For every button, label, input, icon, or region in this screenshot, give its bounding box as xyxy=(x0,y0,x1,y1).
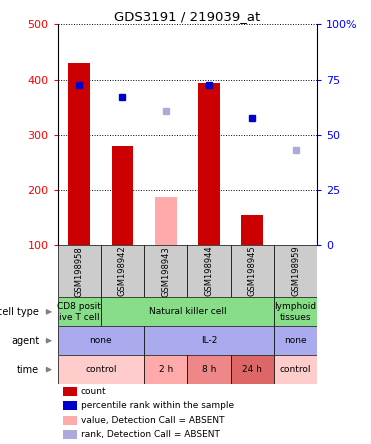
Bar xyxy=(274,297,317,326)
Text: CD8 posit
ive T cell: CD8 posit ive T cell xyxy=(57,302,101,321)
Bar xyxy=(231,355,274,384)
Bar xyxy=(63,416,77,425)
Bar xyxy=(231,245,274,297)
Text: control: control xyxy=(85,365,116,374)
Text: GSM198944: GSM198944 xyxy=(204,246,213,297)
Bar xyxy=(58,245,101,297)
Text: time: time xyxy=(17,365,39,375)
Text: 2 h: 2 h xyxy=(158,365,173,374)
Text: GSM198959: GSM198959 xyxy=(291,246,300,297)
Text: agent: agent xyxy=(11,336,39,346)
Bar xyxy=(63,430,77,439)
Text: none: none xyxy=(89,336,112,345)
Bar xyxy=(198,83,220,245)
Text: 24 h: 24 h xyxy=(242,365,262,374)
Text: percentile rank within the sample: percentile rank within the sample xyxy=(81,401,234,410)
Bar xyxy=(63,401,77,410)
Text: rank, Detection Call = ABSENT: rank, Detection Call = ABSENT xyxy=(81,430,220,439)
Text: Natural killer cell: Natural killer cell xyxy=(148,307,226,316)
Bar xyxy=(58,297,101,326)
Text: GSM198942: GSM198942 xyxy=(118,246,127,297)
Bar xyxy=(274,245,317,297)
Bar xyxy=(63,387,77,396)
Text: 8 h: 8 h xyxy=(202,365,216,374)
Bar xyxy=(144,326,274,355)
Bar xyxy=(144,245,187,297)
Bar xyxy=(101,245,144,297)
Bar xyxy=(58,326,144,355)
Bar xyxy=(187,355,231,384)
Text: lymphoid
tissues: lymphoid tissues xyxy=(275,302,316,321)
Bar xyxy=(144,355,187,384)
Bar xyxy=(155,197,177,245)
Text: GSM198945: GSM198945 xyxy=(248,246,257,297)
Bar xyxy=(242,214,263,245)
Title: GDS3191 / 219039_at: GDS3191 / 219039_at xyxy=(114,10,260,23)
Text: control: control xyxy=(280,365,311,374)
Bar xyxy=(274,326,317,355)
Text: none: none xyxy=(284,336,307,345)
Text: IL-2: IL-2 xyxy=(201,336,217,345)
Bar xyxy=(274,355,317,384)
Text: cell type: cell type xyxy=(0,307,39,317)
Bar xyxy=(112,146,133,245)
Bar xyxy=(187,245,231,297)
Text: value, Detection Call = ABSENT: value, Detection Call = ABSENT xyxy=(81,416,224,424)
Text: GSM198958: GSM198958 xyxy=(75,246,83,297)
Bar xyxy=(101,297,274,326)
Text: count: count xyxy=(81,387,106,396)
Bar xyxy=(58,355,144,384)
Text: GSM198943: GSM198943 xyxy=(161,246,170,297)
Bar xyxy=(68,63,90,245)
